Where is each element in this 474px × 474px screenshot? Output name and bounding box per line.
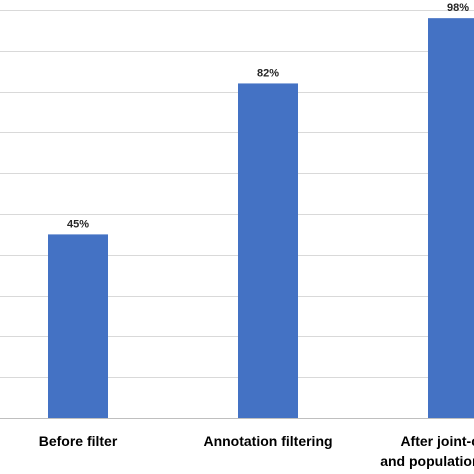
category-label-1: Before filter	[39, 433, 118, 449]
category-label-2-line-1: Annotation filtering	[203, 433, 332, 449]
category-label-3-line-2: and population filtering	[380, 453, 474, 469]
data-label-3: 98%	[447, 2, 469, 14]
category-label-3-line-1: After joint-calling	[400, 433, 474, 449]
category-labels: Before filter Annotation filtering After j…	[39, 433, 474, 469]
data-labels: 45% 82% 98%	[67, 2, 469, 230]
data-label-1: 45%	[67, 218, 89, 230]
bar-2	[238, 83, 298, 418]
bars	[48, 18, 474, 418]
data-label-2: 82%	[257, 67, 279, 79]
bar-3	[428, 18, 474, 418]
category-label-1-line-1: Before filter	[39, 433, 118, 449]
category-label-3: After joint-calling and population filter…	[380, 433, 474, 469]
bar-1	[48, 234, 108, 418]
category-label-2: Annotation filtering	[203, 433, 332, 449]
